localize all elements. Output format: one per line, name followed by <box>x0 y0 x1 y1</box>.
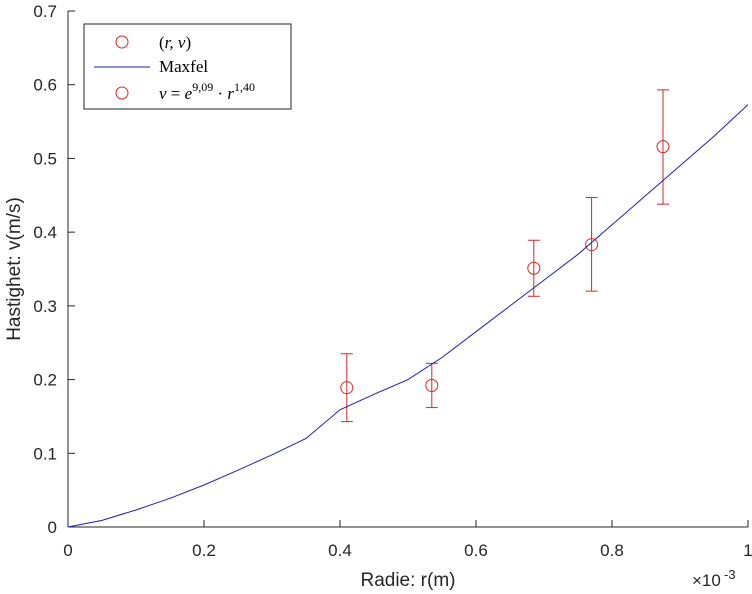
ticks: 0 0.2 0.4 0.6 0.8 1 0 0.1 0.2 0.3 0.4 0.5 0.6 0.7 <box>33 2 752 560</box>
data-point <box>425 362 439 409</box>
data-marker <box>527 261 541 275</box>
series-line-maxfel <box>67 104 749 528</box>
y-tick-label: 0.5 <box>33 149 57 168</box>
y-tick-label: 0.3 <box>33 297 57 316</box>
data-point <box>656 89 670 205</box>
data-point <box>527 239 541 297</box>
legend-label-fit: v = e9,09 · r1,40 <box>159 80 255 103</box>
series <box>67 89 749 528</box>
x-tick-label: 0.8 <box>600 541 624 560</box>
y-tick-label: 0.4 <box>33 223 57 242</box>
x-tick-label: 0 <box>63 541 72 560</box>
data-marker <box>340 381 354 395</box>
x-tick-label: 0.6 <box>464 541 488 560</box>
x-tick-label: 0.2 <box>192 541 216 560</box>
x-exponent-label: ×10 -3 <box>692 567 736 590</box>
x-exponent-power: -3 <box>724 567 736 582</box>
y-tick-label: 0.1 <box>33 444 57 463</box>
legend-label-rv: (r, v) <box>159 33 191 52</box>
x-tick-label: 1 <box>743 541 752 560</box>
y-tick-label: 0.2 <box>33 371 57 390</box>
data-marker <box>585 238 599 252</box>
legend-marker-rv <box>115 35 129 49</box>
legend-marker-fit <box>115 86 129 100</box>
data-point <box>585 196 599 292</box>
y-tick-label: 0.7 <box>33 2 57 21</box>
x-exponent-base: ×10 <box>692 571 721 590</box>
x-tick-label: 0.4 <box>328 541 352 560</box>
y-tick-label: 0 <box>48 518 57 537</box>
data-marker <box>656 140 670 154</box>
y-tick-label: 0.6 <box>33 76 57 95</box>
legend-label-maxfel: Maxfel <box>159 57 208 76</box>
y-axis-label: Hastighet: v(m/s) <box>4 197 25 341</box>
data-point <box>340 353 354 423</box>
axes <box>67 11 748 528</box>
legend: (r, v) Maxfel v = e9,09 · r1,40 <box>83 23 292 110</box>
x-axis-label: Radie: r(m) <box>360 570 455 591</box>
data-marker <box>425 378 439 392</box>
